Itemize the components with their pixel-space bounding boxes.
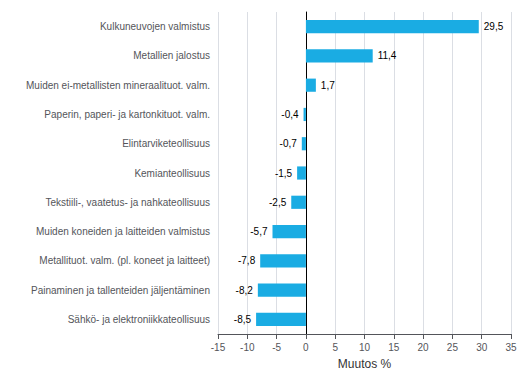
svg-text:-1,5: -1,5: [275, 168, 293, 179]
svg-text:Tekstiili-, vaatetus- ja nahka: Tekstiili-, vaatetus- ja nahkateollisuus: [45, 197, 210, 208]
svg-text:-15: -15: [211, 342, 226, 353]
svg-text:29,5: 29,5: [484, 21, 504, 32]
svg-text:15: 15: [388, 342, 400, 353]
svg-text:Muutos %: Muutos %: [338, 357, 392, 371]
svg-text:Sähkö- ja elektroniikkateollis: Sähkö- ja elektroniikkateollisuus: [68, 314, 210, 325]
svg-text:10: 10: [359, 342, 371, 353]
svg-text:Muiden ei-metallisten mineraal: Muiden ei-metallisten mineraalituot. val…: [26, 80, 210, 91]
svg-text:11,4: 11,4: [378, 50, 397, 61]
svg-text:-10: -10: [240, 342, 255, 353]
svg-text:Painaminen ja tallenteiden jäl: Painaminen ja tallenteiden jäljentäminen: [31, 285, 210, 296]
svg-text:35: 35: [505, 342, 517, 353]
svg-text:30: 30: [476, 342, 488, 353]
svg-text:Paperin, paperi- ja kartonkitu: Paperin, paperi- ja kartonkituot. valm.: [44, 109, 210, 120]
svg-text:5: 5: [332, 342, 338, 353]
svg-text:1,7: 1,7: [321, 80, 335, 91]
svg-text:-2,5: -2,5: [269, 197, 287, 208]
svg-text:0: 0: [303, 342, 309, 353]
svg-text:-7,8: -7,8: [238, 255, 256, 266]
svg-text:-0,7: -0,7: [280, 138, 298, 149]
svg-text:Elintarviketeollisuus: Elintarviketeollisuus: [122, 138, 210, 149]
svg-text:Kemianteollisuus: Kemianteollisuus: [134, 168, 210, 179]
svg-text:-8,5: -8,5: [234, 314, 252, 325]
svg-text:Muiden koneiden ja laitteiden: Muiden koneiden ja laitteiden valmistus: [36, 226, 210, 237]
svg-text:Metallituot. valm. (pl. koneet: Metallituot. valm. (pl. koneet ja laitte…: [39, 255, 210, 266]
svg-text:Metallien jalostus: Metallien jalostus: [133, 50, 210, 61]
svg-text:-0,4: -0,4: [281, 109, 299, 120]
svg-text:Kulkuneuvojen valmistus: Kulkuneuvojen valmistus: [100, 21, 210, 32]
svg-text:-8,2: -8,2: [236, 285, 254, 296]
svg-text:20: 20: [418, 342, 430, 353]
svg-text:25: 25: [447, 342, 459, 353]
svg-text:-5,7: -5,7: [250, 226, 268, 237]
svg-text:-5: -5: [272, 342, 281, 353]
